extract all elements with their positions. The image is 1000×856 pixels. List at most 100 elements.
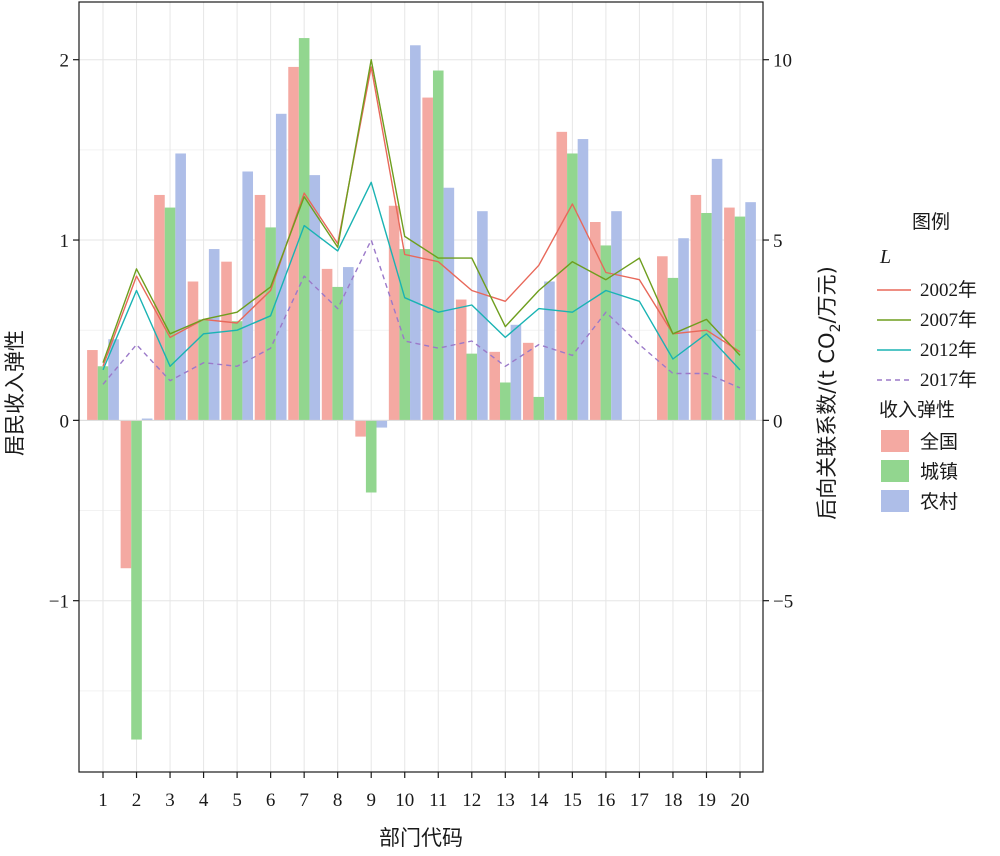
- bar-城镇-13: [500, 382, 511, 421]
- line-2002: [102, 66, 741, 367]
- x-tick-label: 13: [496, 790, 515, 811]
- y-tick-label: −1: [49, 592, 69, 613]
- bar-农村-4: [208, 249, 220, 421]
- x-tick-label: 10: [395, 790, 414, 811]
- legend-line-label-2012: 2012年: [920, 339, 977, 361]
- x-tick-label: 16: [596, 790, 615, 811]
- x-tick-label: 19: [697, 790, 716, 811]
- bar-城镇-16: [600, 245, 612, 421]
- bar-农村-13: [510, 324, 522, 421]
- x-tick-label: 20: [731, 790, 750, 811]
- bar-城镇-15: [567, 153, 578, 421]
- bar-农村-3: [175, 153, 186, 421]
- bar-城镇-4: [198, 319, 209, 421]
- bar-城镇-19: [701, 212, 712, 421]
- bar-全国-20: [724, 207, 735, 421]
- bar-全国-2: [120, 420, 132, 569]
- y-tick-label: 1: [60, 231, 70, 252]
- bar-全国-19: [690, 194, 702, 421]
- legend-bar-group-title: 收入弹性: [879, 399, 955, 421]
- legend-title: 图例: [912, 211, 950, 233]
- bar-城镇-14: [533, 396, 545, 421]
- x-tick-label: 4: [199, 790, 209, 811]
- x-tick-label: 18: [663, 790, 682, 811]
- bar-城镇-20: [734, 216, 746, 421]
- x-tick-label: 9: [366, 790, 376, 811]
- x-axis-title: 部门代码: [379, 826, 463, 850]
- bar-农村-1: [108, 339, 119, 421]
- bar-城镇-6: [265, 227, 276, 421]
- bar-城镇-2: [131, 420, 142, 740]
- y2-tick-label: −5: [773, 592, 793, 613]
- x-tick-label: 8: [333, 790, 343, 811]
- y2-tick-label: 0: [773, 411, 783, 432]
- bar-城镇-3: [164, 207, 176, 421]
- legend-bar-label-城镇: 城镇: [920, 461, 958, 483]
- bar-全国-18: [657, 256, 668, 421]
- bar-农村-16: [611, 211, 622, 421]
- bars: [87, 38, 756, 740]
- bar-全国-1: [87, 350, 98, 421]
- bar-农村-7: [309, 175, 321, 421]
- bar-全国-6: [254, 194, 266, 421]
- x-tick-label: 5: [232, 790, 242, 811]
- bar-城镇-7: [298, 38, 310, 421]
- legend-line-label-2017: 2017年: [920, 369, 977, 391]
- bar-城镇-10: [399, 249, 411, 421]
- bar-农村-10: [410, 45, 421, 421]
- y-axis-title: 居民收入弹性: [3, 330, 27, 456]
- x-tick-label: 7: [299, 790, 309, 811]
- legend-line-group-title: L: [879, 246, 891, 268]
- line-2012: [102, 181, 741, 371]
- bar-城镇-12: [466, 353, 478, 421]
- legend-line-label-2002: 2002年: [920, 279, 977, 301]
- legend-bar-label-全国: 全国: [920, 431, 958, 453]
- bar-农村-15: [577, 139, 589, 421]
- legend-lines: 2002年 2007年 2012年 2017年: [877, 279, 977, 391]
- bar-全国-10: [388, 205, 400, 421]
- bar-农村-8: [342, 267, 354, 421]
- x-tick-label: 1: [98, 790, 108, 811]
- bar-农村-20: [745, 202, 756, 421]
- bar-城镇-1: [97, 366, 109, 421]
- bar-全国-4: [187, 281, 199, 421]
- plot-frame: [78, 1, 764, 773]
- bar-农村-11: [443, 187, 455, 421]
- bar-农村-6: [275, 113, 287, 421]
- x-tick-label: 17: [630, 790, 649, 811]
- legend-bar-key-全国: [881, 430, 909, 452]
- bar-全国-16: [589, 222, 601, 421]
- x-tick-label: 11: [429, 790, 447, 811]
- y2-axis-title: 后向关联系数/(t CO2/万元): [815, 266, 844, 520]
- x-tick-label: 15: [563, 790, 582, 811]
- bar-农村-5: [242, 171, 254, 421]
- bar-全国-5: [221, 261, 232, 421]
- bar-农村-2: [141, 418, 153, 421]
- bar-城镇-11: [432, 70, 444, 421]
- x-tick-label: 3: [165, 790, 175, 811]
- y-tick-label: 2: [60, 51, 70, 72]
- bar-全国-15: [556, 131, 568, 421]
- y-tick-label: 0: [60, 411, 70, 432]
- bar-全国-13: [489, 351, 501, 421]
- bar-农村-14: [544, 281, 555, 421]
- bar-农村-9: [376, 420, 388, 428]
- x-tick-label: 2: [132, 790, 142, 811]
- line-2007: [102, 59, 741, 363]
- bar-全国-12: [455, 299, 467, 421]
- y2-tick-label: 5: [773, 231, 783, 252]
- line-2017: [102, 239, 741, 389]
- bar-全国-8: [321, 268, 333, 421]
- lines: [102, 59, 741, 389]
- x-tick-label: 14: [529, 790, 549, 811]
- x-tick-label: 12: [462, 790, 481, 811]
- bar-全国-3: [154, 194, 165, 421]
- legend-bar-key-农村: [881, 490, 909, 512]
- bar-全国-9: [355, 420, 366, 437]
- bar-城镇-9: [365, 420, 377, 493]
- bar-全国-7: [288, 66, 299, 421]
